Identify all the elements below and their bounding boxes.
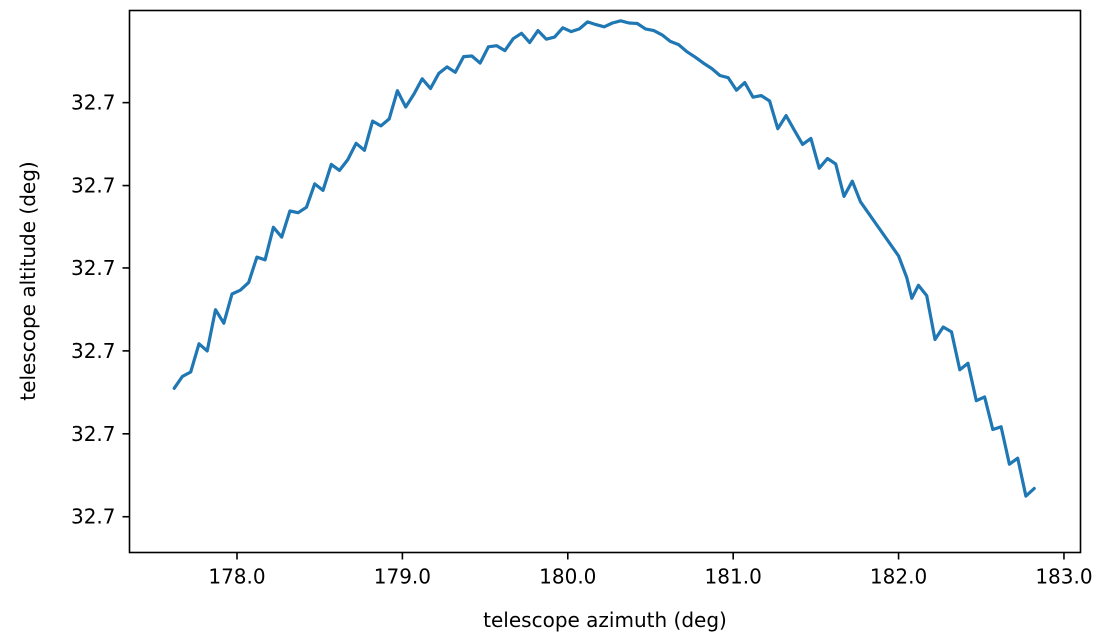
plot-area <box>128 9 1082 554</box>
series-line <box>172 19 1036 498</box>
y-tick-label: 32.7 <box>71 505 116 529</box>
x-axis-label: telescope azimuth (deg) <box>483 608 727 632</box>
y-axis: 32.7 32.7 32.7 32.7 32.7 32.7 <box>71 91 130 529</box>
y-tick-label: 32.7 <box>71 422 116 446</box>
y-tick-label: 32.7 <box>71 91 116 115</box>
y-tick-label: 32.7 <box>71 339 116 363</box>
y-axis-label: telescope altitude (deg) <box>16 161 40 400</box>
x-tick-label: 178.0 <box>208 565 265 589</box>
x-tick-label: 183.0 <box>1035 565 1092 589</box>
x-tick-label: 181.0 <box>705 565 762 589</box>
y-tick-label: 32.7 <box>71 256 116 280</box>
x-tick-label: 180.0 <box>539 565 596 589</box>
x-tick-label: 182.0 <box>870 565 927 589</box>
x-axis: 178.0 179.0 180.0 181.0 182.0 183.0 <box>208 552 1093 589</box>
x-tick-label: 179.0 <box>374 565 431 589</box>
y-tick-label: 32.7 <box>71 174 116 198</box>
series-layer <box>172 19 1036 498</box>
